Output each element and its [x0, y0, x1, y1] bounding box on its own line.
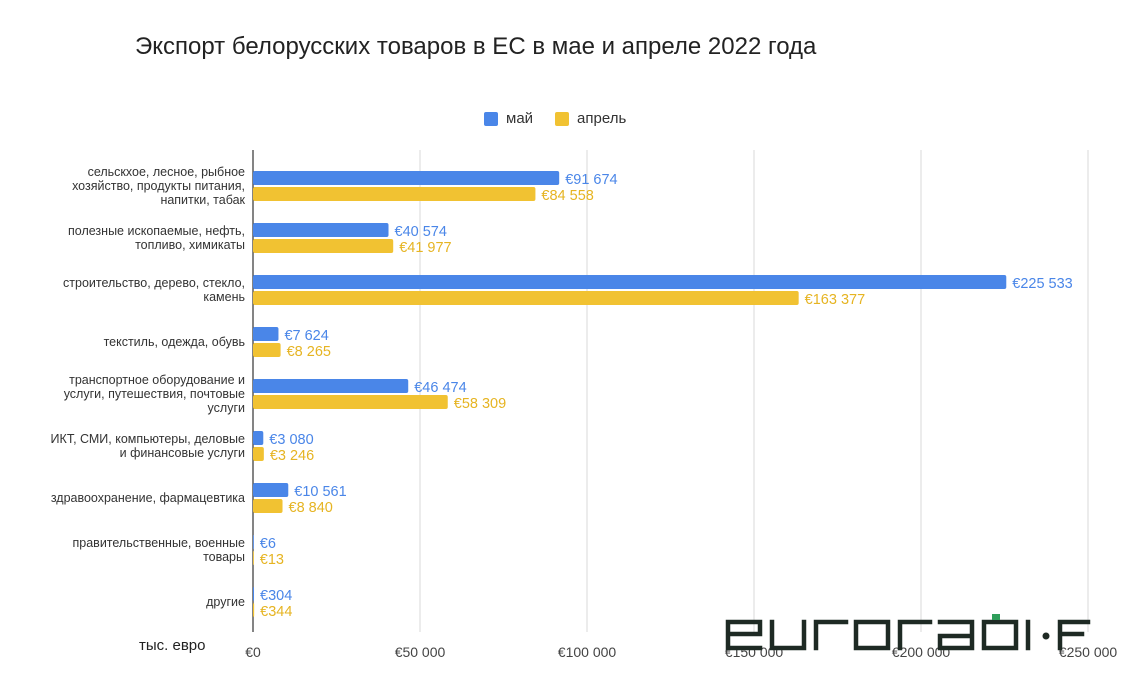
legend-swatch-april: [555, 111, 570, 126]
data-label-april: €163 377: [805, 292, 865, 308]
data-label-april: €344: [260, 604, 292, 620]
legend-label-april: апрель: [577, 110, 627, 127]
category-label: текстиль, одежда, обувь: [104, 335, 245, 349]
x-tick-label: €250 000: [1059, 644, 1118, 660]
legend-item-april: апрель: [555, 110, 626, 127]
bar-may: [253, 223, 389, 237]
bar-may: [253, 379, 409, 393]
category-label: товары: [203, 550, 245, 564]
category-label: другие: [206, 595, 245, 609]
category-label: топливо, химикаты: [135, 238, 245, 252]
bar-april: [253, 551, 254, 565]
category-label: здравоохранение, фармацевтика: [51, 491, 245, 505]
data-label-may: €304: [260, 588, 292, 604]
data-label-may: €225 533: [1012, 276, 1072, 292]
data-label-april: €3 246: [270, 448, 314, 464]
data-label-april: €8 265: [287, 344, 331, 360]
category-label: услуги, путешествия, почтовые: [64, 387, 245, 401]
bar-april: [253, 343, 281, 357]
legend-item-may: май: [484, 110, 533, 127]
legend-swatch-may: [484, 111, 498, 126]
bar-may: [253, 483, 289, 497]
category-label: правительственные, военные: [73, 536, 246, 550]
bar-april: [253, 187, 536, 201]
category-label: сельскхое, лесное, рыбное: [88, 165, 245, 179]
category-label: напитки, табак: [160, 193, 245, 207]
category-label: и финансовые услуги: [120, 446, 245, 460]
data-label-april: €41 977: [399, 240, 451, 256]
unit-label: тыс. евро: [139, 637, 206, 654]
data-label-april: €8 840: [289, 500, 333, 516]
data-label-may: €7 624: [284, 328, 328, 344]
legend-label-may: май: [506, 110, 534, 127]
category-label: транспортное оборудование и: [69, 373, 245, 387]
bar-april: [253, 447, 264, 461]
chart-legend: май апрель: [484, 110, 648, 127]
category-label: хозяйство, продукты питания,: [72, 179, 245, 193]
category-label: полезные ископаемые, нефть,: [68, 224, 245, 238]
euroradio-logo: [725, 614, 1091, 651]
category-label: ИКТ, СМИ, компьютеры, деловые: [51, 432, 245, 446]
bar-may: [253, 275, 1007, 289]
category-label: услуги: [208, 401, 245, 415]
x-tick-label: €0: [245, 644, 261, 660]
data-label-may: €6: [260, 536, 276, 552]
category-label: строительство, дерево, стекло,: [63, 276, 245, 290]
data-label-may: €10 561: [294, 484, 346, 500]
bar-april: [253, 395, 448, 409]
category-label: камень: [203, 290, 245, 304]
chart-title: Экспорт белорусских товаров в ЕС в мае и…: [135, 33, 817, 60]
bar-may: [253, 171, 560, 185]
data-label-april: €13: [260, 552, 284, 568]
data-label-april: €84 558: [541, 188, 593, 204]
bar-april: [253, 239, 394, 253]
data-label-may: €3 080: [269, 432, 313, 448]
data-label-may: €91 674: [565, 172, 617, 188]
data-label-may: €46 474: [414, 380, 466, 396]
data-label-april: €58 309: [454, 396, 506, 412]
bar-april: [253, 291, 799, 305]
bar-may: [253, 535, 254, 549]
data-label-may: €40 574: [395, 224, 447, 240]
bar-may: [253, 431, 264, 445]
bar-may: [253, 327, 279, 341]
x-tick-label: €50 000: [395, 644, 446, 660]
bar-april: [253, 603, 255, 617]
x-tick-label: €100 000: [558, 644, 617, 660]
bar-april: [253, 499, 283, 513]
bar-may: [253, 587, 255, 601]
logo-accent: [992, 614, 1000, 620]
x-tick-label: €200 000: [892, 644, 951, 660]
